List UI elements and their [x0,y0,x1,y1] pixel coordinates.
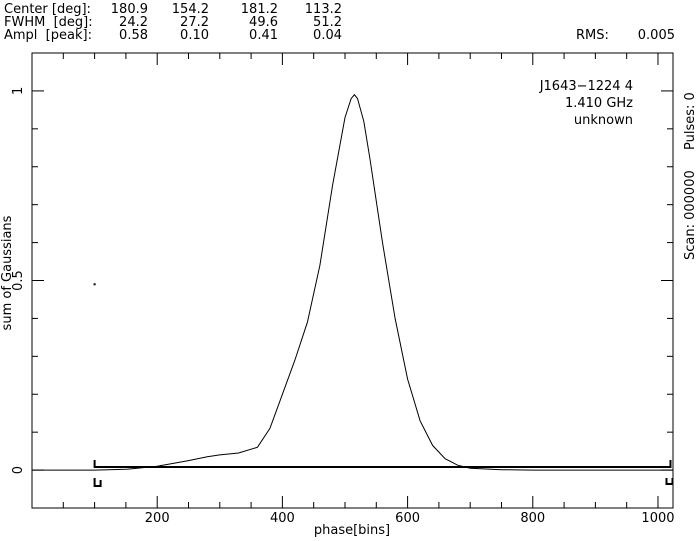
scan-label: Scan: 000000 [683,170,697,260]
window-range-line [93,460,672,468]
center-value-3: 181.2 [241,2,278,17]
center-label: Center [deg]: [4,2,91,17]
center-value-2: 154.2 [172,2,209,17]
ampl-value-1: 0.58 [119,28,148,43]
ampl-label: Ampl [peak]: [4,28,92,43]
window-end-marker [665,478,674,485]
window-bracket [93,460,674,487]
rms-label: RMS: [576,28,609,43]
x-tick-labels: 200 400 600 800 1000 [145,511,675,526]
center-value-1: 180.9 [111,2,148,17]
fwhm-value-3: 49.6 [249,15,278,30]
x-tick-label: 800 [520,511,545,526]
profile-line [32,93,673,471]
x-tick-label: 400 [270,511,295,526]
x-tick-label: 600 [395,511,420,526]
pulses-label: Pulses: 0 [683,92,697,150]
fwhm-value-2: 27.2 [180,15,209,30]
fwhm-label: FWHM [deg]: [4,15,93,30]
x-tick-label: 200 [145,511,170,526]
source-name: J1643−1224 4 [539,79,633,94]
ampl-value-2: 0.10 [180,28,209,43]
center-value-4: 113.2 [305,2,342,17]
x-tick-label: 1000 [641,511,674,526]
y-axis-label: sum of Gaussians [0,215,15,330]
y-tick-label: 0.5 [11,270,26,291]
status-label: unknown [574,113,633,128]
rms-value: 0.005 [638,28,675,43]
ampl-value-4: 0.04 [313,28,342,43]
window-start-marker [93,478,102,487]
y-tick-label: 1 [11,87,26,95]
x-axis-label: phase[bins] [314,523,390,538]
fwhm-value-1: 24.2 [119,15,148,30]
fwhm-value-4: 51.2 [313,15,342,30]
fit-parameters-table: Center [deg]: 180.9 154.2 181.2 113.2 FW… [4,2,675,43]
ampl-value-3: 0.41 [249,28,278,43]
frequency-label: 1.410 GHz [565,96,633,111]
y-tick-labels: 00.51 [11,87,26,474]
y-tick-label: 0 [11,466,26,474]
stray-point [93,283,96,286]
